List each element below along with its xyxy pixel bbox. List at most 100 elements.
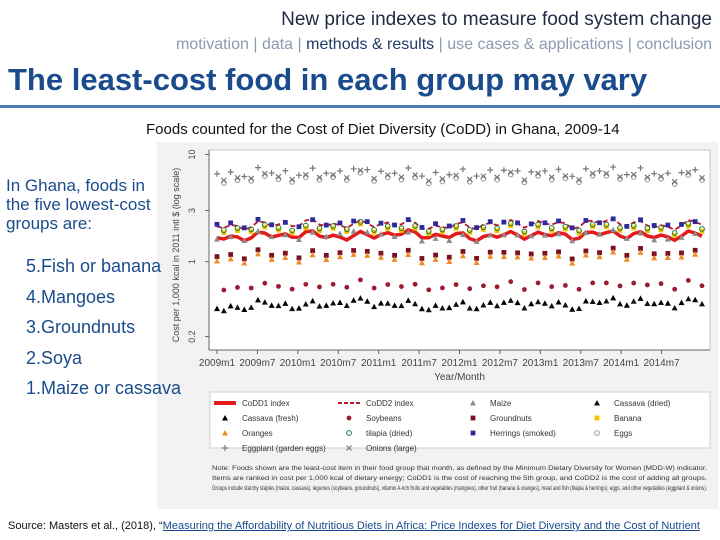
series-point — [261, 170, 268, 177]
legend-swatch — [470, 430, 476, 436]
series-point — [398, 174, 405, 181]
chart-note-line: Groups include starchy staples (maize, c… — [212, 485, 707, 492]
series-point — [617, 225, 623, 231]
series-point — [665, 251, 671, 256]
series-point — [433, 252, 438, 258]
series-point — [671, 304, 678, 311]
source-prefix: Source: Masters et al., (2018), “ — [8, 520, 163, 532]
series-point — [377, 168, 384, 175]
series-point — [358, 277, 363, 283]
series-point — [494, 225, 500, 232]
series-point — [364, 298, 371, 304]
source-link[interactable]: Measuring the Affordability of Nutritiou… — [162, 520, 700, 532]
series-point — [248, 175, 255, 182]
nav-separator: | — [293, 36, 307, 53]
series-point — [275, 224, 282, 231]
series-point — [459, 231, 466, 238]
chart-note-line: Note: Foods shown are the least-cost ite… — [212, 465, 707, 472]
series-point — [548, 174, 555, 181]
series-point — [459, 298, 466, 305]
series-point — [221, 287, 227, 293]
y-tick-label: 0.2 — [187, 330, 197, 343]
series-point — [637, 229, 644, 236]
series-point — [228, 252, 234, 257]
legend-swatch — [346, 415, 352, 421]
series-point — [289, 305, 296, 312]
nav-item[interactable]: use cases & applications — [447, 36, 624, 53]
series-point — [357, 218, 364, 225]
x-tick-label: 2010m7 — [320, 358, 357, 369]
series-point — [679, 250, 684, 256]
series-point — [671, 178, 678, 185]
nav-item[interactable]: data — [261, 36, 294, 53]
series-point — [637, 295, 644, 301]
series-point — [487, 253, 494, 259]
series-point — [336, 230, 343, 236]
series-point — [295, 236, 302, 243]
ranked-food-3: 3.Groundnuts — [26, 317, 136, 337]
series-point — [220, 307, 227, 314]
series-point — [412, 172, 419, 179]
series-point — [289, 227, 296, 234]
series-point — [460, 218, 466, 223]
series-point — [357, 167, 364, 174]
series-point — [487, 249, 493, 255]
legend-label: tilapia (dried) — [366, 429, 413, 438]
slide-title: The least-cost food in each group may va… — [8, 62, 648, 97]
series-point — [535, 170, 541, 177]
series-point — [433, 221, 438, 227]
series-point — [501, 219, 507, 225]
series-point — [556, 249, 561, 255]
nav-item[interactable]: conclusion — [636, 36, 712, 53]
series-point — [419, 256, 425, 261]
y-tick-label: 3 — [187, 208, 197, 213]
series-point — [583, 248, 589, 254]
series-point — [480, 173, 487, 180]
intro-text: In Ghana, foods in the five lowest-cost … — [6, 176, 151, 233]
series-point — [350, 297, 357, 303]
series-point — [610, 294, 617, 301]
series-point — [282, 167, 289, 174]
series-point — [405, 247, 411, 253]
series-point — [364, 166, 371, 173]
series-point — [220, 227, 227, 234]
series-point — [603, 221, 610, 228]
y-tick-label: 10 — [187, 149, 197, 159]
series-point — [296, 255, 302, 261]
nav-item[interactable]: methods & results — [306, 36, 435, 53]
series-point — [275, 302, 282, 309]
legend-label: Cassava (dried) — [614, 399, 671, 408]
series-point — [351, 248, 357, 253]
series-point — [309, 251, 316, 258]
legend-swatch — [346, 445, 352, 451]
series-point — [419, 225, 425, 230]
series-point — [418, 238, 425, 244]
series-point — [214, 254, 220, 259]
nav-item[interactable]: motivation — [175, 36, 249, 53]
series-point — [378, 250, 384, 256]
series-point — [603, 298, 610, 304]
series-point — [590, 280, 596, 286]
series-point — [467, 286, 473, 292]
series-point — [214, 170, 220, 177]
series-point — [658, 281, 664, 287]
series-point — [596, 299, 603, 306]
legend-swatch — [470, 415, 476, 421]
series-point — [514, 231, 521, 238]
series-point — [316, 303, 323, 309]
series-point — [664, 254, 671, 260]
series-point — [446, 258, 453, 265]
series-point — [234, 174, 241, 181]
series-point — [480, 302, 487, 308]
series-point — [535, 221, 541, 228]
series-point — [439, 226, 446, 233]
series-point — [241, 256, 247, 262]
series-point — [323, 256, 330, 262]
series-point — [624, 252, 630, 258]
series-point — [214, 258, 220, 264]
x-tick-label: 2009m7 — [239, 358, 276, 369]
series-point — [562, 172, 569, 179]
series-point — [432, 169, 439, 176]
source-citation: Source: Masters et al., (2018), “Measuri… — [8, 520, 718, 532]
series-point — [542, 250, 548, 256]
